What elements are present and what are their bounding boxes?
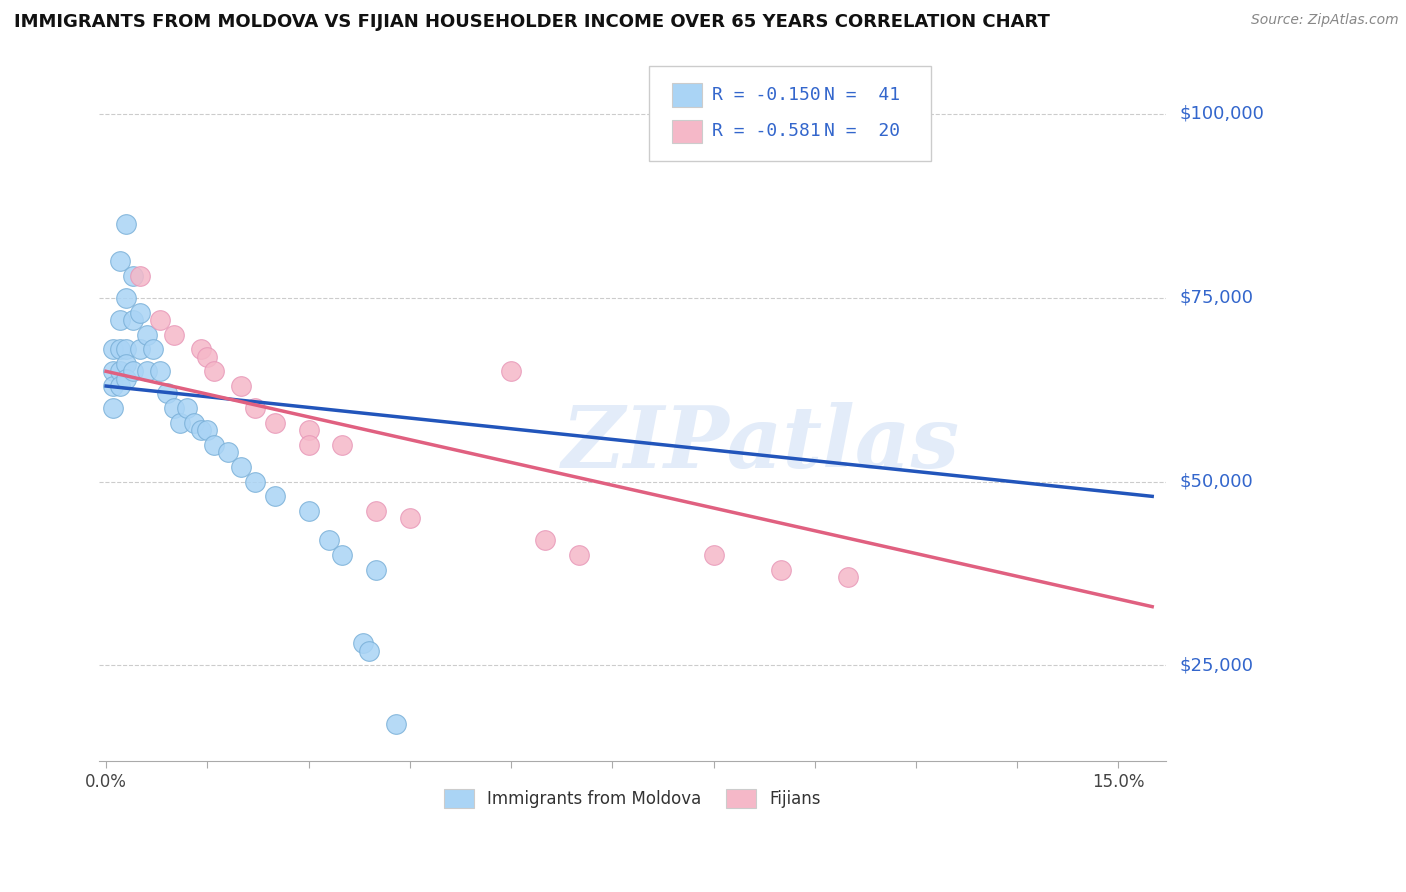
Point [101, 343, 124, 357]
Text: $75,000: $75,000 [1180, 289, 1254, 307]
Text: R = -0.150: R = -0.150 [713, 86, 821, 103]
Text: R = -0.581: R = -0.581 [713, 122, 821, 140]
Point [128, 343, 150, 357]
Point [176, 401, 198, 416]
Point [364, 504, 387, 518]
Point [263, 489, 285, 503]
Point [243, 401, 266, 416]
Point [297, 438, 319, 452]
Point [567, 548, 589, 562]
Point [398, 511, 420, 525]
Bar [672, 120, 702, 144]
Point [128, 305, 150, 319]
Text: ZIPatlas: ZIPatlas [561, 401, 959, 485]
Text: N =  41: N = 41 [824, 86, 901, 103]
Point [115, 291, 138, 305]
Point [330, 548, 353, 562]
Text: $100,000: $100,000 [1180, 105, 1264, 123]
Text: IMMIGRANTS FROM MOLDOVA VS FIJIAN HOUSEHOLDER INCOME OVER 65 YEARS CORRELATION C: IMMIGRANTS FROM MOLDOVA VS FIJIAN HOUSEH… [14, 13, 1050, 31]
Point [162, 327, 184, 342]
Point [128, 268, 150, 283]
Point [195, 423, 218, 437]
Point [263, 416, 285, 430]
Point [769, 563, 792, 577]
Point [169, 416, 191, 430]
Legend: Immigrants from Moldova, Fijians: Immigrants from Moldova, Fijians [436, 780, 830, 816]
Point [702, 548, 724, 562]
FancyBboxPatch shape [648, 66, 931, 161]
Point [122, 364, 145, 378]
Point [162, 401, 184, 416]
Point [142, 343, 165, 357]
Point [108, 364, 131, 378]
Point [330, 438, 353, 452]
Point [202, 364, 225, 378]
Point [115, 357, 138, 371]
Point [229, 379, 252, 393]
Point [190, 423, 212, 437]
Text: Source: ZipAtlas.com: Source: ZipAtlas.com [1251, 13, 1399, 28]
Point [533, 533, 555, 548]
Point [297, 423, 319, 437]
Point [352, 636, 374, 650]
Point [101, 401, 124, 416]
Point [101, 364, 124, 378]
Point [243, 475, 266, 489]
Text: $50,000: $50,000 [1180, 473, 1253, 491]
Point [108, 254, 131, 268]
Point [359, 644, 381, 658]
Bar [672, 83, 702, 107]
Point [122, 268, 145, 283]
Point [135, 327, 157, 342]
Point [297, 504, 319, 518]
Point [108, 343, 131, 357]
Point [149, 313, 172, 327]
Point [115, 343, 138, 357]
Point [135, 364, 157, 378]
Point [108, 313, 131, 327]
Point [101, 379, 124, 393]
Text: $25,000: $25,000 [1180, 657, 1254, 674]
Point [149, 364, 172, 378]
Text: N =  20: N = 20 [824, 122, 901, 140]
Point [115, 217, 138, 231]
Point [837, 570, 859, 584]
Point [385, 717, 408, 731]
Point [122, 313, 145, 327]
Point [156, 386, 179, 401]
Point [364, 563, 387, 577]
Point [217, 445, 239, 459]
Point [115, 372, 138, 386]
Point [195, 350, 218, 364]
Point [202, 438, 225, 452]
Point [318, 533, 340, 548]
Point [229, 459, 252, 474]
Point [499, 364, 522, 378]
Point [190, 343, 212, 357]
Point [108, 379, 131, 393]
Point [183, 416, 205, 430]
